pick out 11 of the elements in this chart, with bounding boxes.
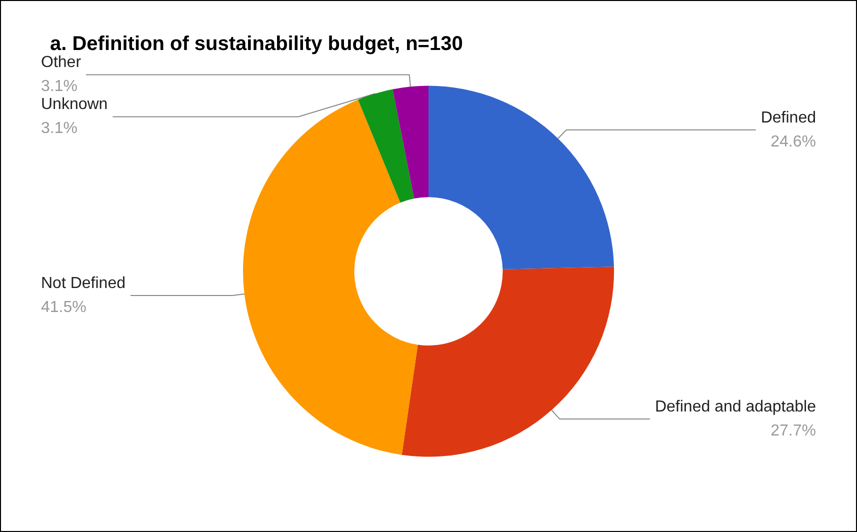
data-label: 3.1% <box>41 78 78 96</box>
chart-title: a. Definition of sustainability budget, n=130 <box>50 33 463 55</box>
slice-label: Not Defined <box>41 274 126 292</box>
data-label: 3.1% <box>41 120 78 138</box>
slice-label: Defined <box>760 109 816 126</box>
data-label: 24.6% <box>770 133 816 150</box>
data-label: 41.5% <box>41 298 86 316</box>
data-label: 27.7% <box>770 422 816 440</box>
slice-label: Other <box>41 54 82 72</box>
slice-label: Unknown <box>41 96 108 114</box>
slice-label: Defined and adaptable <box>654 398 816 416</box>
